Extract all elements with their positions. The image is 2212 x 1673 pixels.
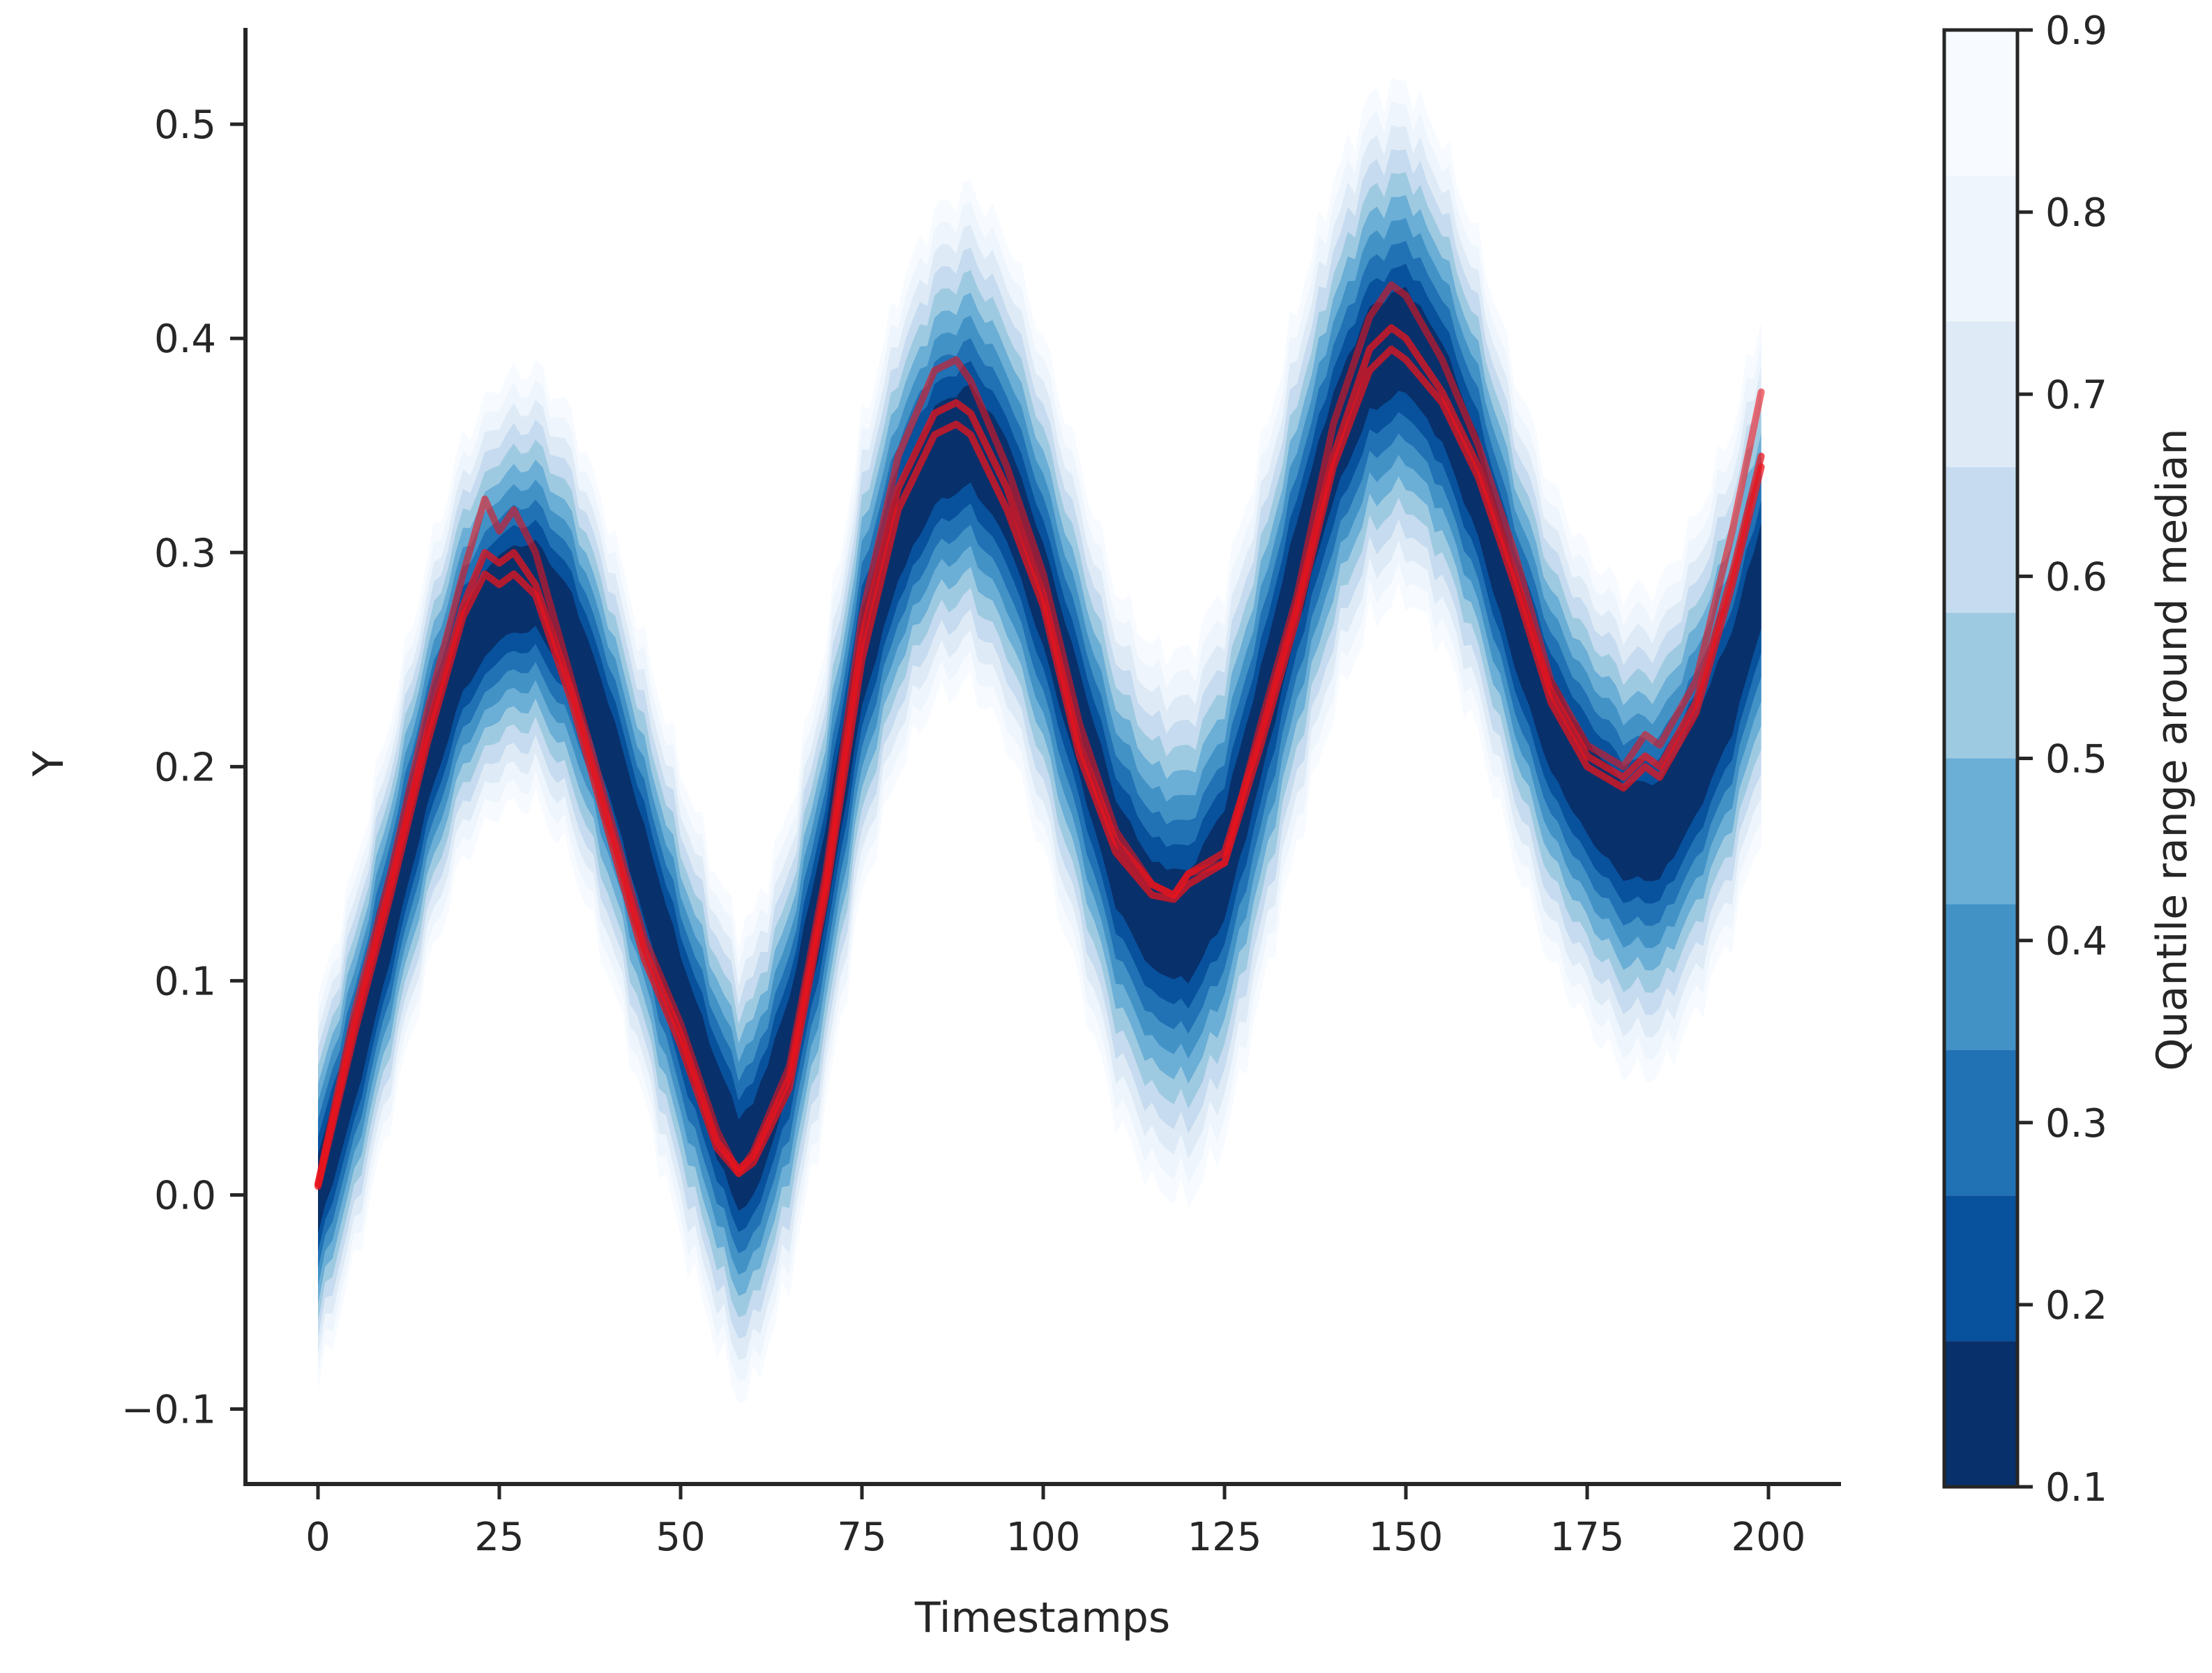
colorbar-segment-2 <box>1944 1195 2017 1342</box>
colorbar-tick-label: 0.9 <box>2045 8 2107 54</box>
x-tick-label: 150 <box>1369 1515 1444 1560</box>
y-axis-title: Y <box>24 750 73 777</box>
x-tick-label: 50 <box>656 1515 705 1560</box>
x-tick-label: 0 <box>305 1515 331 1560</box>
colorbar-title: Quantile range around median <box>2148 428 2197 1070</box>
x-tick-label: 100 <box>1006 1515 1081 1560</box>
x-tick-label: 75 <box>837 1515 886 1560</box>
colorbar-segment-9 <box>1944 175 2017 321</box>
colorbar-tick-label: 0.6 <box>2045 554 2107 600</box>
axes: 0 25 50 75 100 125 150 175 200 −0.1 0.0 0.1 0.2 0.3 0.… <box>121 28 1841 1560</box>
colorbar-segment-5 <box>1944 758 2017 904</box>
colorbar-tick-label: 0.7 <box>2045 372 2107 418</box>
sample-path-3 <box>315 345 1765 1190</box>
sample-paths <box>315 281 1765 1190</box>
colorbar-tick-label: 0.8 <box>2045 190 2107 236</box>
y-tick-label: 0.0 <box>154 1173 216 1218</box>
colorbar-segment-10 <box>1944 30 2017 176</box>
colorbar-tick-label: 0.5 <box>2045 737 2107 782</box>
colorbar-tick-label: 0.1 <box>2045 1465 2107 1511</box>
y-tick-label: 0.5 <box>154 103 216 148</box>
colorbar-segment-1 <box>1944 1341 2017 1487</box>
colorbar-segment-6 <box>1944 612 2017 759</box>
sample-path-1 <box>315 281 1765 1188</box>
colorbar-tick-label: 0.4 <box>2045 919 2107 964</box>
quantile-band-1 <box>318 287 1762 1234</box>
colorbar-tick-label: 0.2 <box>2045 1283 2107 1328</box>
y-tick-label: 0.3 <box>154 531 216 576</box>
colorbar-tick-label: 0.3 <box>2045 1101 2107 1146</box>
x-tick-label: 125 <box>1188 1515 1262 1560</box>
y-tick-label: 0.4 <box>154 317 216 362</box>
colorbar-segment-3 <box>1944 1050 2017 1196</box>
y-tick-label: 0.1 <box>154 959 216 1004</box>
colorbar-segment-7 <box>1944 467 2017 613</box>
x-tick-label: 200 <box>1732 1515 1806 1560</box>
colorbar-segment-8 <box>1944 321 2017 467</box>
y-tick-label: 0.2 <box>154 745 216 790</box>
quantile-bands <box>318 77 1762 1403</box>
x-tick-label: 175 <box>1550 1515 1625 1560</box>
y-tick-label: −0.1 <box>121 1388 216 1433</box>
x-axis-title: Timestamps <box>914 1593 1170 1642</box>
x-tick-label: 25 <box>474 1515 524 1560</box>
colorbar: 0.1 0.2 0.3 0.4 0.5 0.6 0.7 0.8 0.9 <box>1942 8 2107 1511</box>
colorbar-segment-4 <box>1944 904 2017 1050</box>
